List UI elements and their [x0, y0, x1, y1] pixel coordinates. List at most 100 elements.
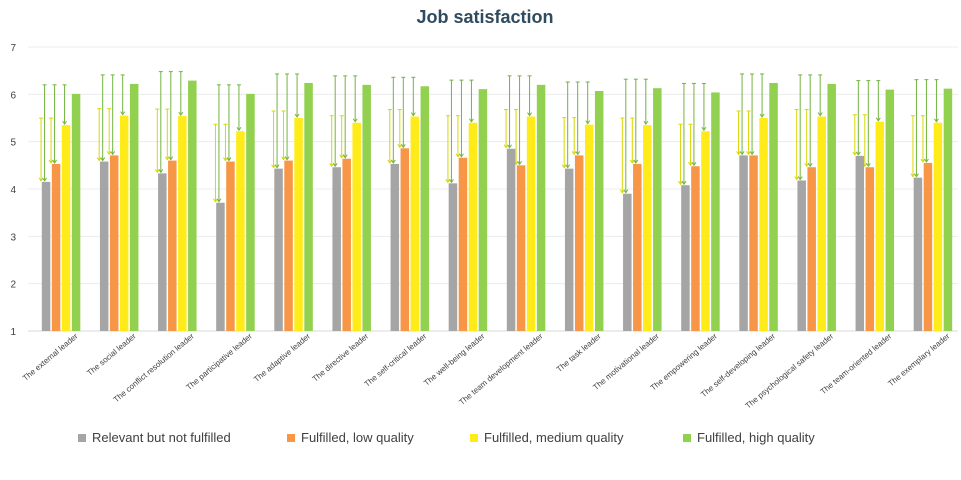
- bar: [216, 202, 225, 331]
- bar: [739, 155, 748, 331]
- significance-arrowhead: [575, 151, 581, 156]
- significance-arrowhead: [164, 156, 170, 161]
- bar: [807, 167, 816, 331]
- bar: [681, 185, 690, 331]
- significance-arrowhead: [449, 179, 454, 184]
- bars: [41, 80, 953, 332]
- significance-arrowhead: [527, 112, 532, 117]
- bar: [855, 155, 865, 331]
- x-tick-label: The external leader: [21, 331, 80, 382]
- significance-arrowhead: [739, 151, 745, 156]
- bar: [284, 160, 293, 331]
- significance-arrowhead: [749, 151, 755, 156]
- bar: [516, 165, 526, 331]
- bar: [885, 89, 895, 331]
- bar: [865, 167, 875, 331]
- bar: [178, 116, 187, 332]
- x-tick-label: The directive leader: [311, 331, 371, 383]
- significance-arrowhead: [934, 118, 939, 123]
- bar: [701, 131, 710, 331]
- bar: [448, 183, 458, 331]
- legend-label: Fulfilled, low quality: [301, 430, 414, 445]
- y-axis-ticks: 1 2 3 4 5 6 7: [10, 43, 16, 338]
- significance-arrowhead: [387, 159, 393, 164]
- bar: [526, 116, 536, 331]
- bar: [294, 118, 303, 331]
- significance-arrowhead: [797, 176, 803, 181]
- bar: [633, 163, 642, 331]
- bar: [274, 168, 283, 331]
- significance-arrowhead: [804, 162, 810, 168]
- legend-label: Relevant but not fulfilled: [92, 430, 231, 445]
- x-tick-label: The exemplary leader: [886, 331, 951, 388]
- significance-arrowhead: [794, 176, 800, 181]
- x-tick-label: The well-being leader: [422, 331, 487, 387]
- significance-arrowhead: [701, 126, 707, 132]
- significance-arrowhead: [585, 120, 591, 125]
- bar: [109, 155, 119, 331]
- legend-item: Fulfilled, high quality: [683, 430, 815, 445]
- bar: [226, 161, 235, 331]
- significance-arrowhead: [213, 198, 218, 203]
- bar: [158, 173, 167, 331]
- significance-arrowhead: [910, 173, 916, 178]
- significance-arrowhead: [571, 151, 577, 156]
- bar: [759, 118, 768, 331]
- significance-arrowhead: [42, 177, 47, 182]
- y-tick-label: 6: [10, 90, 16, 101]
- significance-arrowhead: [168, 156, 174, 161]
- significance-arrowhead: [352, 118, 358, 123]
- bar: [653, 88, 662, 332]
- bar: [332, 167, 341, 331]
- significance-arrowhead: [920, 158, 926, 163]
- bar: [913, 177, 923, 331]
- significance-arrowhead: [623, 189, 629, 194]
- significance-arrowhead: [38, 177, 44, 182]
- significance-arrowhead: [855, 151, 861, 156]
- bar: [536, 84, 546, 331]
- bar: [188, 80, 197, 332]
- significance-arrowhead: [274, 164, 280, 169]
- significance-arrowhead: [875, 117, 881, 122]
- x-axis-labels: The external leader The social leader The …: [21, 331, 952, 410]
- significance-arrowhead: [691, 162, 697, 167]
- significance-arrowhead: [48, 159, 54, 164]
- significance-arrowhead: [236, 126, 242, 132]
- bar: [400, 148, 410, 331]
- x-tick-label: The task leader: [555, 331, 603, 374]
- legend-item: Relevant but not fulfilled: [78, 430, 231, 445]
- significance-arrowhead: [517, 161, 522, 166]
- bar: [420, 86, 430, 331]
- significance-arrowhead: [681, 180, 687, 186]
- bar: [71, 93, 81, 331]
- bar: [390, 163, 400, 331]
- significance-arrowhead: [503, 144, 509, 149]
- bar: [362, 84, 371, 331]
- bar: [478, 89, 488, 331]
- x-tick-label: The self-critical leader: [363, 331, 429, 388]
- significance-arrowhead: [565, 164, 571, 169]
- significance-arrowhead: [223, 157, 228, 162]
- significance-arrowhead: [332, 162, 338, 168]
- significance-arrowhead: [110, 151, 116, 156]
- x-tick-label: The social leader: [85, 331, 138, 377]
- bar: [923, 162, 933, 331]
- legend-item: Fulfilled, medium quality: [470, 430, 623, 445]
- bar: [564, 168, 574, 331]
- significance-arrowhead: [216, 198, 222, 203]
- bar: [51, 163, 61, 331]
- significance-arrowhead: [178, 111, 184, 117]
- significance-arrowhead: [807, 162, 813, 168]
- legend-swatch: [78, 433, 86, 442]
- bar: [342, 158, 351, 331]
- bar: [304, 82, 313, 332]
- bar: [594, 91, 604, 332]
- x-tick-label: The adaptive leader: [252, 331, 312, 384]
- significance-arrowhead: [561, 164, 567, 169]
- significance-arrowhead: [281, 156, 286, 161]
- significance-arrowhead: [746, 151, 751, 156]
- bar: [875, 121, 885, 331]
- significance-arrowhead: [445, 179, 451, 184]
- significance-arrowhead: [736, 151, 741, 156]
- x-tick-label: The participative leader: [184, 331, 254, 392]
